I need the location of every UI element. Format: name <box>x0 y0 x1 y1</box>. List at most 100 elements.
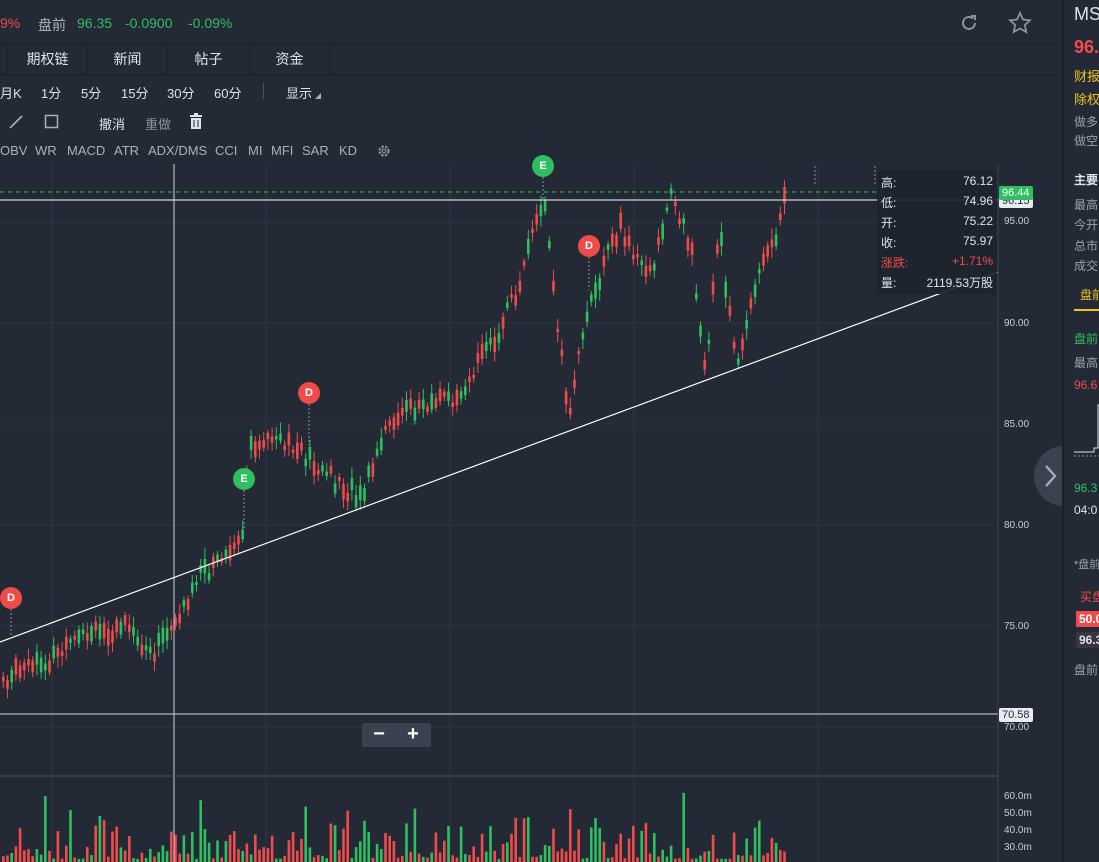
candle-body <box>308 446 312 460</box>
candle-body <box>81 629 85 635</box>
tab-posts[interactable]: 帖子 <box>168 44 250 75</box>
candlestick-chart[interactable] <box>0 164 1062 862</box>
indicator-macd[interactable]: MACD <box>67 143 106 158</box>
zoom-out-button[interactable]: − <box>373 723 385 745</box>
indicator-cci[interactable]: CCI <box>215 143 238 158</box>
volume-bar <box>737 855 740 862</box>
candle-body <box>233 542 236 550</box>
indicator-adx[interactable]: ADX/DMS <box>148 143 208 158</box>
premarket-change: -0.0900 <box>125 15 173 31</box>
period-30m[interactable]: 30分 <box>167 86 195 101</box>
tab-partial <box>0 44 8 75</box>
volume-bar <box>233 831 236 862</box>
volume-bar <box>140 852 144 862</box>
candle-body <box>569 407 572 415</box>
premarket-time: 04:0 <box>1074 503 1098 517</box>
refresh-icon[interactable] <box>958 12 980 34</box>
indicator-atr[interactable]: ATR <box>114 143 140 158</box>
candle-body <box>115 619 118 633</box>
zoom-in-button[interactable]: + <box>407 723 419 745</box>
period-1m[interactable]: 1分 <box>41 86 62 101</box>
earnings-badge[interactable]: 财报 <box>1074 69 1099 84</box>
candle-body <box>640 260 643 266</box>
candle-body <box>745 320 748 329</box>
candle-body <box>178 613 181 624</box>
volume-bar <box>627 838 631 862</box>
candle-body <box>144 645 148 651</box>
volume-bar <box>258 849 261 862</box>
candle-body <box>396 412 400 426</box>
candle-body <box>703 360 706 370</box>
candle-body <box>598 277 601 291</box>
tab-options-chain[interactable]: 期权链 <box>8 44 88 75</box>
candle-body <box>90 625 93 642</box>
volume-axis-label: 50.0m <box>1004 808 1032 819</box>
volume-bar <box>669 845 673 862</box>
star-icon[interactable] <box>1008 11 1032 35</box>
period-month[interactable]: 月K <box>0 86 22 101</box>
indicator-mi[interactable]: MI <box>248 143 263 158</box>
volume-bar <box>699 855 702 862</box>
earnings-marker[interactable]: E <box>233 468 255 490</box>
dividend-marker[interactable]: D <box>578 235 600 257</box>
indicator-sar[interactable]: SAR <box>302 143 329 158</box>
earnings-marker[interactable]: E <box>532 155 554 177</box>
volume-bar <box>2 856 5 862</box>
volume-bar <box>644 822 648 862</box>
exright-badge[interactable]: 除权 <box>1074 92 1099 107</box>
volume-bar <box>195 858 198 862</box>
volume-bar <box>77 858 81 862</box>
price-axis-label: 90.00 <box>1004 318 1030 329</box>
period-5m[interactable]: 5分 <box>81 86 102 101</box>
indicator-kd[interactable]: KD <box>339 143 358 158</box>
low-label: 低: <box>881 196 897 210</box>
undo-button[interactable]: 撤消 <box>99 117 126 132</box>
candle-body <box>602 255 606 267</box>
tab-premarket[interactable]: 盘前 <box>1080 288 1099 302</box>
volume-bar <box>569 809 572 862</box>
candle-body <box>94 621 97 631</box>
candle-body <box>401 407 404 416</box>
candle-body <box>543 200 547 212</box>
line-tool-icon[interactable] <box>8 114 24 130</box>
period-15m[interactable]: 15分 <box>121 86 149 101</box>
trash-icon[interactable] <box>189 113 203 130</box>
settings-gear-icon[interactable] <box>376 143 392 159</box>
candle-body <box>111 630 114 643</box>
candle-body <box>123 615 127 626</box>
candle-body <box>371 463 375 477</box>
candle-body <box>375 448 379 456</box>
candle-body <box>480 343 484 360</box>
indicator-obv[interactable]: OBV <box>0 143 28 158</box>
ticker: MS <box>1074 4 1099 24</box>
dividend-marker[interactable]: D <box>298 382 320 404</box>
close-value: 75.97 <box>962 234 993 248</box>
volume-bar <box>371 857 375 862</box>
volume-bar <box>501 844 505 862</box>
volume-bar <box>111 831 114 862</box>
volume-axis-label: 60.0m <box>1004 791 1032 802</box>
volume-bar <box>413 808 417 862</box>
volume-bar <box>346 810 349 862</box>
rectangle-tool-icon[interactable] <box>44 114 60 130</box>
tab-funds[interactable]: 资金 <box>250 44 330 75</box>
candle-body <box>594 282 597 299</box>
display-dropdown[interactable]: 显示 <box>286 86 313 101</box>
bid-1: 50.0 <box>1076 611 1099 627</box>
volume-bar <box>23 850 26 862</box>
volume-bar <box>749 855 753 862</box>
indicator-mfi[interactable]: MFI <box>271 143 294 158</box>
volume-bar <box>363 820 366 862</box>
period-60m[interactable]: 60分 <box>214 86 242 101</box>
volume-label: 量: <box>881 276 897 290</box>
volume-bar <box>342 828 345 862</box>
indicator-wr[interactable]: WR <box>35 143 57 158</box>
tab-news[interactable]: 新闻 <box>88 44 168 75</box>
volume-bar <box>123 850 127 862</box>
candle-body <box>325 471 328 477</box>
volume-bar <box>543 845 547 862</box>
dividend-marker[interactable]: D <box>0 587 22 609</box>
candle-body <box>527 238 530 255</box>
price: 96. <box>1074 37 1099 57</box>
redo-button[interactable]: 重做 <box>145 117 172 132</box>
